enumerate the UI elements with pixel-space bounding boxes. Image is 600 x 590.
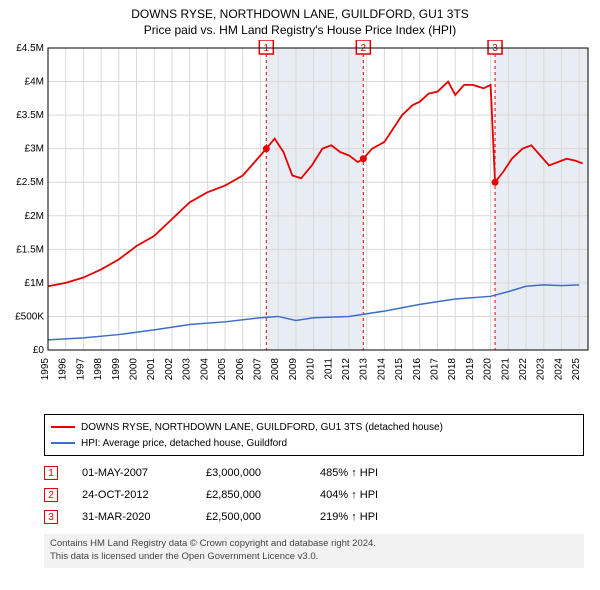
event-row: 3 31-MAR-2020 £2,500,000 219% ↑ HPI	[44, 506, 584, 528]
event-row: 1 01-MAY-2007 £3,000,000 485% ↑ HPI	[44, 462, 584, 484]
x-tick-label: 2007	[252, 358, 263, 381]
event-row-marker: 2	[44, 488, 58, 502]
price-chart: £0 £500K £1M £1.5M £2M £2.5M £3M £3.5M £4M £4.5M 1…	[0, 40, 600, 410]
x-tick-label: 2015	[394, 358, 405, 381]
event-pct: 219% ↑ HPI	[320, 511, 430, 523]
event-point	[492, 179, 499, 186]
x-tick-label: 2009	[288, 358, 299, 381]
x-tick-label: 1996	[58, 358, 69, 381]
event-row-marker: 1	[44, 466, 58, 480]
event-price: £3,000,000	[206, 467, 296, 479]
event-date: 24-OCT-2012	[82, 489, 182, 501]
sale-events-table: 1 01-MAY-2007 £3,000,000 485% ↑ HPI 2 24-OCT-…	[44, 462, 584, 528]
x-tick-label: 2016	[412, 358, 423, 381]
event-point	[263, 146, 270, 153]
legend-swatch	[51, 426, 75, 428]
x-tick-label: 2020	[483, 358, 494, 381]
legend-item: DOWNS RYSE, NORTHDOWN LANE, GUILDFORD, G…	[51, 419, 577, 435]
legend-item: HPI: Average price, detached house, Guil…	[51, 435, 577, 451]
title-line-2: Price paid vs. HM Land Registry's House …	[0, 22, 600, 38]
x-tick-label: 2011	[323, 358, 334, 380]
y-tick-label: £3M	[25, 144, 44, 155]
event-pct: 404% ↑ HPI	[320, 489, 430, 501]
y-tick-label: £2.5M	[16, 178, 44, 189]
x-tick-label: 2002	[164, 358, 175, 381]
footer-line-1: Contains HM Land Registry data © Crown c…	[50, 538, 578, 551]
event-price: £2,500,000	[206, 511, 296, 523]
x-tick-label: 2001	[146, 358, 157, 381]
x-tick-label: 2024	[553, 358, 564, 381]
legend-label: HPI: Average price, detached house, Guil…	[81, 438, 287, 449]
x-tick-label: 2019	[465, 358, 476, 381]
event-point	[360, 156, 367, 163]
x-tick-label: 1999	[111, 358, 122, 381]
y-tick-label: £0	[33, 345, 45, 356]
y-tick-label: £3.5M	[16, 110, 44, 121]
legend-label: DOWNS RYSE, NORTHDOWN LANE, GUILDFORD, G…	[81, 422, 443, 433]
x-tick-label: 2005	[217, 358, 228, 381]
x-tick-label: 1998	[93, 358, 104, 381]
x-tick-label: 2025	[571, 358, 582, 381]
chart-legend: DOWNS RYSE, NORTHDOWN LANE, GUILDFORD, G…	[44, 414, 584, 456]
legend-swatch	[51, 442, 75, 444]
chart-title-block: DOWNS RYSE, NORTHDOWN LANE, GUILDFORD, G…	[0, 0, 600, 40]
event-price: £2,850,000	[206, 489, 296, 501]
y-tick-label: £1M	[25, 278, 44, 289]
x-tick-label: 2000	[129, 358, 140, 381]
x-tick-label: 1995	[40, 358, 51, 381]
event-row-marker: 3	[44, 510, 58, 524]
event-pct: 485% ↑ HPI	[320, 467, 430, 479]
x-tick-label: 2018	[447, 358, 458, 381]
y-tick-label: £500K	[15, 312, 44, 323]
event-row: 2 24-OCT-2012 £2,850,000 404% ↑ HPI	[44, 484, 584, 506]
x-tick-label: 2014	[376, 358, 387, 381]
y-tick-label: £4M	[25, 77, 44, 88]
shaded-band	[495, 48, 588, 350]
attribution-footer: Contains HM Land Registry data © Crown c…	[44, 534, 584, 568]
x-tick-label: 2010	[306, 358, 317, 381]
x-tick-label: 2003	[182, 358, 193, 381]
x-tick-label: 1997	[75, 358, 86, 381]
x-tick-label: 2013	[359, 358, 370, 381]
x-tick-label: 2017	[430, 358, 441, 381]
x-tick-label: 2004	[199, 358, 210, 381]
x-tick-label: 2023	[536, 358, 547, 381]
x-tick-label: 2012	[341, 358, 352, 381]
y-tick-label: £1.5M	[16, 245, 44, 256]
x-tick-label: 2008	[270, 358, 281, 381]
x-tick-label: 2022	[518, 358, 529, 381]
title-line-1: DOWNS RYSE, NORTHDOWN LANE, GUILDFORD, G…	[0, 6, 600, 22]
y-tick-label: £4.5M	[16, 43, 44, 54]
event-date: 01-MAY-2007	[82, 467, 182, 479]
y-tick-label: £2M	[25, 211, 44, 222]
event-date: 31-MAR-2020	[82, 511, 182, 523]
x-tick-label: 2021	[500, 358, 511, 381]
footer-line-2: This data is licensed under the Open Gov…	[50, 551, 578, 564]
x-tick-label: 2006	[235, 358, 246, 381]
